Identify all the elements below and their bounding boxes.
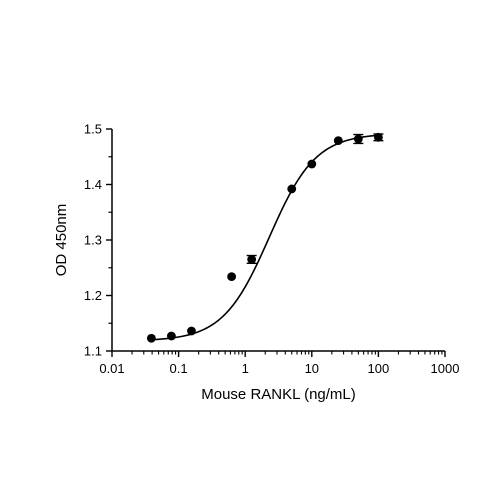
x-axis-title: Mouse RANKL (ng/mL) <box>201 386 356 403</box>
x-tick-label: 10 <box>305 361 319 376</box>
data-point <box>167 331 176 341</box>
y-axis: 1.1 1.2 1.3 1.4 1.5 <box>84 122 113 359</box>
data-point <box>227 272 237 282</box>
x-tick-label: 1000 <box>431 361 460 376</box>
data-point <box>374 132 383 142</box>
y-axis-title: OD 450nm <box>53 204 70 277</box>
y-tick-label: 1.1 <box>84 344 102 359</box>
data-point <box>187 326 196 336</box>
data-point <box>247 255 257 264</box>
y-tick-label: 1.2 <box>84 288 102 303</box>
data-point <box>287 184 297 194</box>
y-tick-label: 1.3 <box>84 233 102 248</box>
plot-area <box>146 132 384 343</box>
x-ticks: 0.01 0.1 1 10 100 1000 <box>99 351 459 376</box>
x-tick-label: 0.1 <box>170 361 188 376</box>
x-tick-label: 0.01 <box>99 361 124 376</box>
y-ticks: 1.1 1.2 1.3 1.4 1.5 <box>84 122 112 359</box>
fit-curve <box>151 134 379 341</box>
data-point <box>307 159 317 169</box>
x-tick-label: 1 <box>242 361 249 376</box>
data-point <box>146 333 156 343</box>
y-tick-label: 1.5 <box>84 122 102 137</box>
x-axis: 0.01 0.1 1 10 100 1000 <box>99 350 459 376</box>
y-tick-label: 1.4 <box>84 177 102 192</box>
x-tick-label: 100 <box>368 361 390 376</box>
data-point <box>333 136 343 146</box>
data-point <box>353 134 363 144</box>
data-points <box>146 132 383 343</box>
